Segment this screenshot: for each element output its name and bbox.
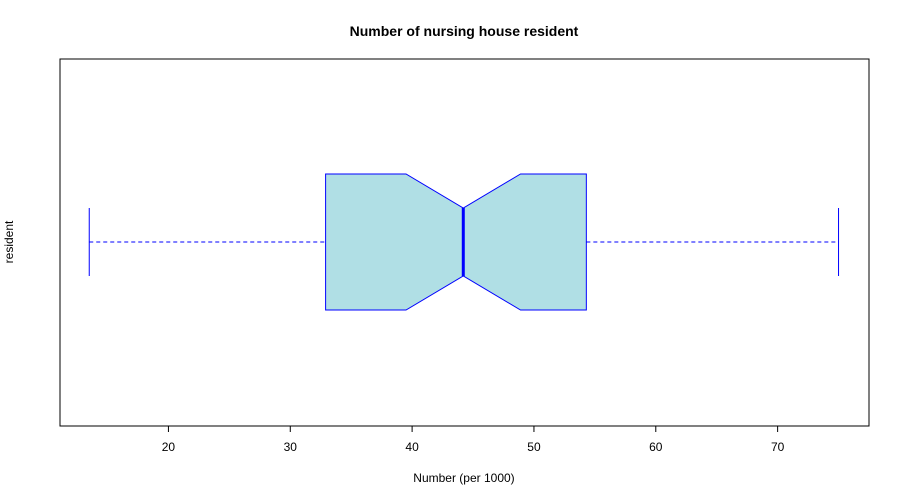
notched-box bbox=[325, 173, 587, 311]
y-axis-label: resident bbox=[2, 220, 16, 263]
chart-title: Number of nursing house resident bbox=[350, 23, 579, 39]
x-axis-label: Number (per 1000) bbox=[413, 471, 514, 485]
x-tick-label: 50 bbox=[527, 440, 541, 454]
x-axis: 20 30 40 50 60 70 bbox=[162, 425, 785, 454]
x-tick-label: 60 bbox=[649, 440, 663, 454]
box-plot bbox=[88, 173, 840, 311]
x-tick-label: 70 bbox=[771, 440, 785, 454]
x-tick-label: 20 bbox=[162, 440, 176, 454]
x-tick-label: 30 bbox=[284, 440, 298, 454]
x-tick-label: 40 bbox=[405, 440, 419, 454]
